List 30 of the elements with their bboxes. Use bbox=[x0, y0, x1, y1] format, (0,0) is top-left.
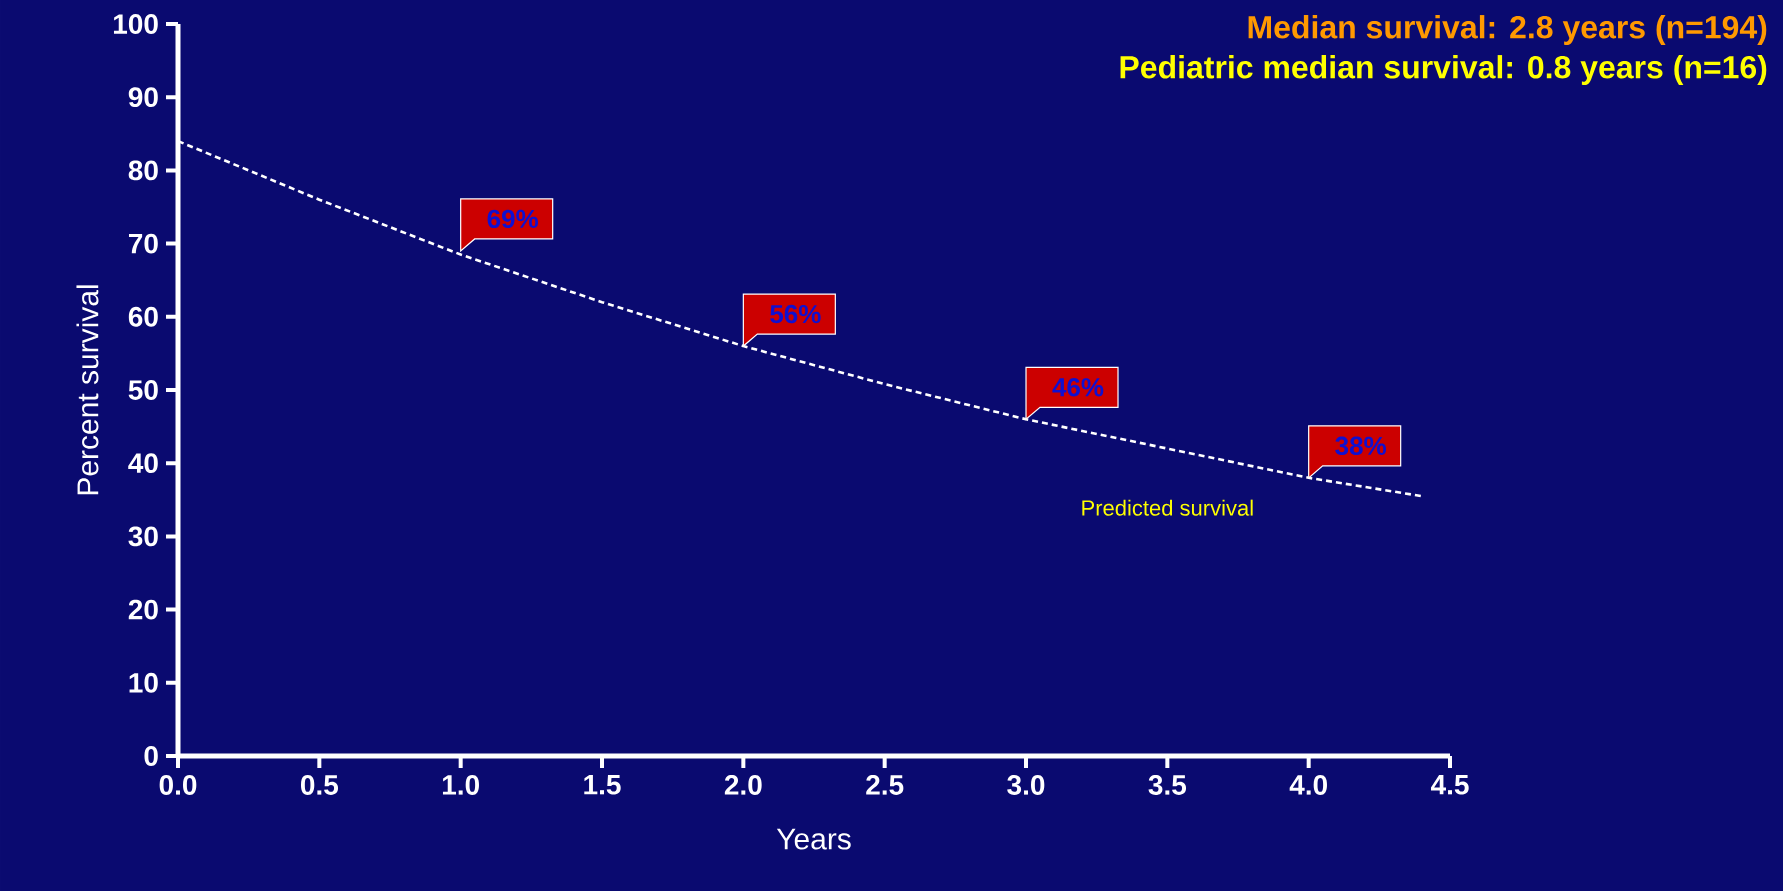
y-tick-label: 70 bbox=[128, 233, 158, 254]
x-tick-label: 0.5 bbox=[300, 775, 339, 795]
annotation: 46% bbox=[1052, 378, 1104, 397]
x-tick-label: 1.0 bbox=[442, 775, 479, 795]
x-tick-label: 3.5 bbox=[1148, 775, 1187, 795]
annotation: 69% bbox=[487, 209, 538, 229]
y-tick-label: 40 bbox=[128, 453, 158, 474]
y-tick-label: 20 bbox=[128, 599, 158, 620]
x-tick-label: 0.0 bbox=[159, 775, 197, 795]
x-tick-label: 2.5 bbox=[866, 775, 904, 795]
x-axis-title: Years bbox=[776, 828, 851, 850]
y-tick-label: 60 bbox=[128, 306, 158, 327]
y-tick-label: 0 bbox=[144, 746, 158, 766]
text: Pediatric median survival: 0.8 years (n=16) bbox=[1120, 55, 1767, 85]
chart-title: Median survival: 2.8 years (n=194) bbox=[1248, 15, 1767, 45]
annotation: 56% bbox=[770, 304, 821, 324]
annotation: 38% bbox=[1335, 436, 1386, 456]
y-tick-label: 30 bbox=[128, 526, 158, 547]
x-tick-label: 2.0 bbox=[724, 775, 762, 795]
y-tick-label: 90 bbox=[128, 87, 158, 108]
y-tick-label: 50 bbox=[128, 380, 158, 400]
x-tick-label: 4.0 bbox=[1289, 775, 1327, 795]
x-tick-label: 3.0 bbox=[1007, 775, 1045, 795]
y-axis-title: Percent survival bbox=[76, 285, 99, 495]
x-tick-label: 1.5 bbox=[584, 775, 621, 795]
y-tick-label: 10 bbox=[129, 672, 158, 693]
x-tick-label: 4.5 bbox=[1430, 775, 1469, 795]
y-tick-label: 80 bbox=[128, 160, 158, 181]
series-label: Predicted survival bbox=[1082, 499, 1253, 516]
y-tick-label: 100 bbox=[113, 14, 158, 34]
